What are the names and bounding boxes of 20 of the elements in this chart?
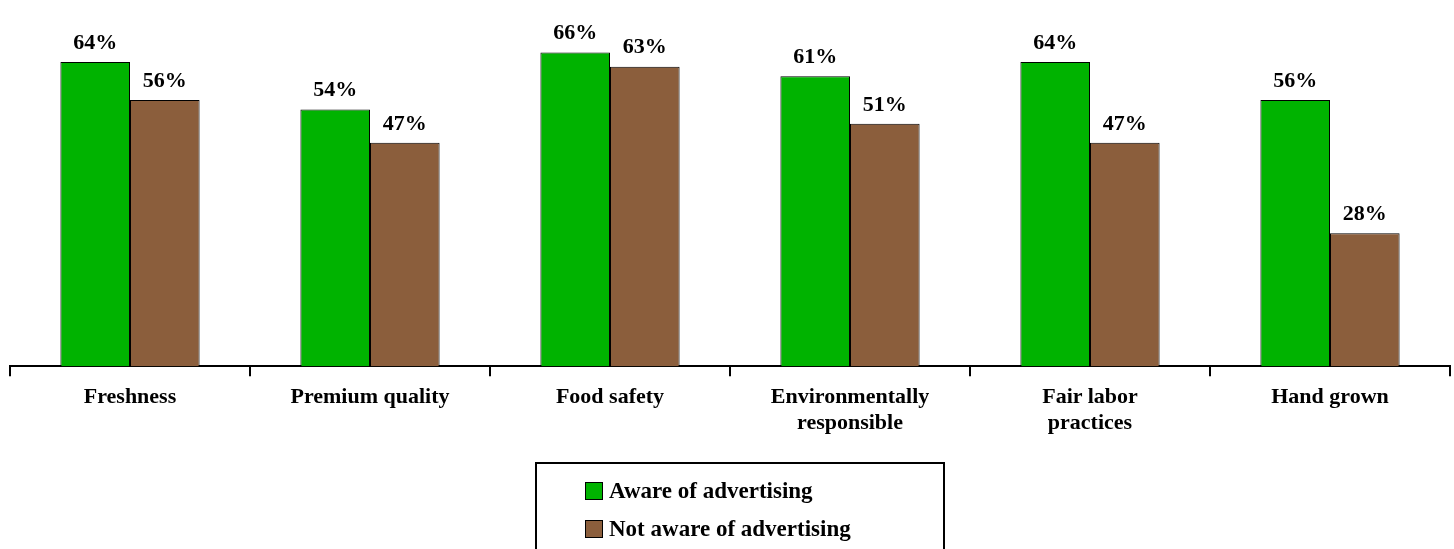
data-label: 47%: [382, 109, 427, 135]
data-label: 66%: [553, 19, 598, 45]
data-label: 28%: [1342, 199, 1387, 225]
legend-label: Not aware of advertising: [609, 516, 851, 542]
data-label: 56%: [1273, 66, 1318, 92]
data-label: 63%: [622, 33, 667, 59]
x-tick-label: Fair labor practices: [1042, 383, 1138, 435]
data-label: 64%: [1033, 28, 1078, 54]
x-tick-label: Premium quality: [290, 383, 450, 409]
legend-label: Aware of advertising: [609, 478, 813, 504]
x-tick-label: Hand grown: [1271, 383, 1389, 409]
data-label: 47%: [1102, 109, 1147, 135]
data-label: 64%: [73, 28, 118, 54]
data-label: 54%: [313, 76, 358, 102]
x-tick-label: Food safety: [555, 383, 665, 409]
data-label: 61%: [793, 43, 838, 68]
data-label: 51%: [862, 90, 907, 116]
data-label: 56%: [142, 66, 187, 92]
x-tick-label: Environmentally responsible: [770, 383, 930, 435]
x-tick-label: Freshness: [83, 383, 177, 409]
